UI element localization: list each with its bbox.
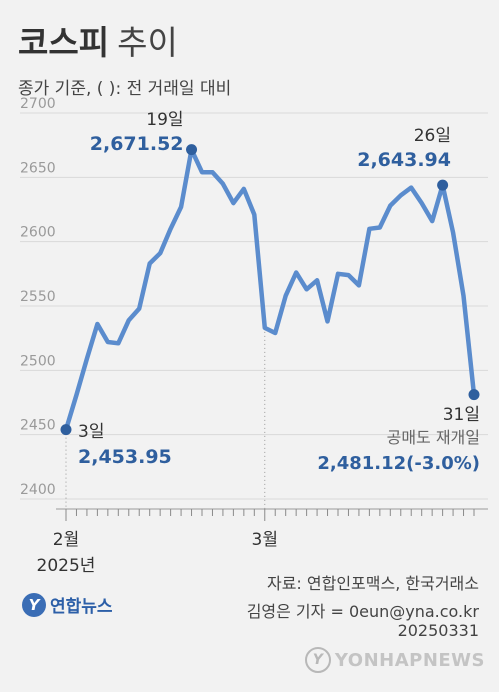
reporter-text: 김영은 기자 = 0eun@yna.co.kr: [246, 602, 479, 621]
x-tick-label: 2월: [53, 530, 79, 550]
y-tick-label: 2650: [20, 160, 56, 176]
date-text: 20250331: [397, 621, 479, 640]
year-label: 2025년: [37, 556, 96, 576]
annotation-day-label: 31일: [443, 405, 480, 425]
data-point-marker: [437, 179, 449, 191]
annotation-value-label: 2,643.94: [357, 149, 451, 171]
logo-text: 연합뉴스: [50, 597, 113, 617]
title-main: 코스피: [18, 23, 110, 62]
annotation-day-label: 3일: [78, 422, 104, 442]
watermark-icon: Y: [304, 647, 331, 673]
data-point-marker: [60, 424, 72, 436]
y-tick-label: 2700: [20, 96, 56, 112]
data-point-marker: [468, 389, 480, 401]
data-point-marker: [186, 144, 198, 156]
yonhap-logo-icon: Y: [22, 592, 46, 617]
annotation-day-label: 19일: [146, 110, 183, 130]
title-sub: 추이: [117, 23, 178, 62]
x-tick-label: 3월: [252, 530, 278, 550]
source-text: 자료: 연합인포맥스, 한국거래소: [266, 574, 479, 593]
y-tick-label: 2600: [20, 225, 56, 241]
y-tick-label: 2500: [20, 353, 56, 369]
chart-subtitle: 종가 기준, ( ): 전 거래일 대비: [18, 79, 232, 99]
y-tick-label: 2450: [20, 418, 56, 434]
annotation-note-label: 공매도 재개일: [387, 428, 480, 447]
annotation-value-label: 2,453.95: [78, 446, 172, 468]
chart-title: 코스피 추이: [18, 16, 178, 64]
y-tick-label: 2400: [20, 482, 56, 498]
watermark-text: YONHAPNEWS: [334, 649, 485, 671]
annotation-value-label: 2,671.52: [90, 133, 184, 155]
series-line: [63, 147, 477, 432]
y-tick-label: 2550: [20, 289, 56, 305]
annotation-value-label: 2,481.12(-3.0%): [317, 453, 480, 474]
yonhap-logo: Y 연합뉴스: [22, 592, 113, 617]
watermark: Y YONHAPNEWS: [304, 647, 485, 673]
annotation-day-label: 26일: [414, 126, 451, 146]
